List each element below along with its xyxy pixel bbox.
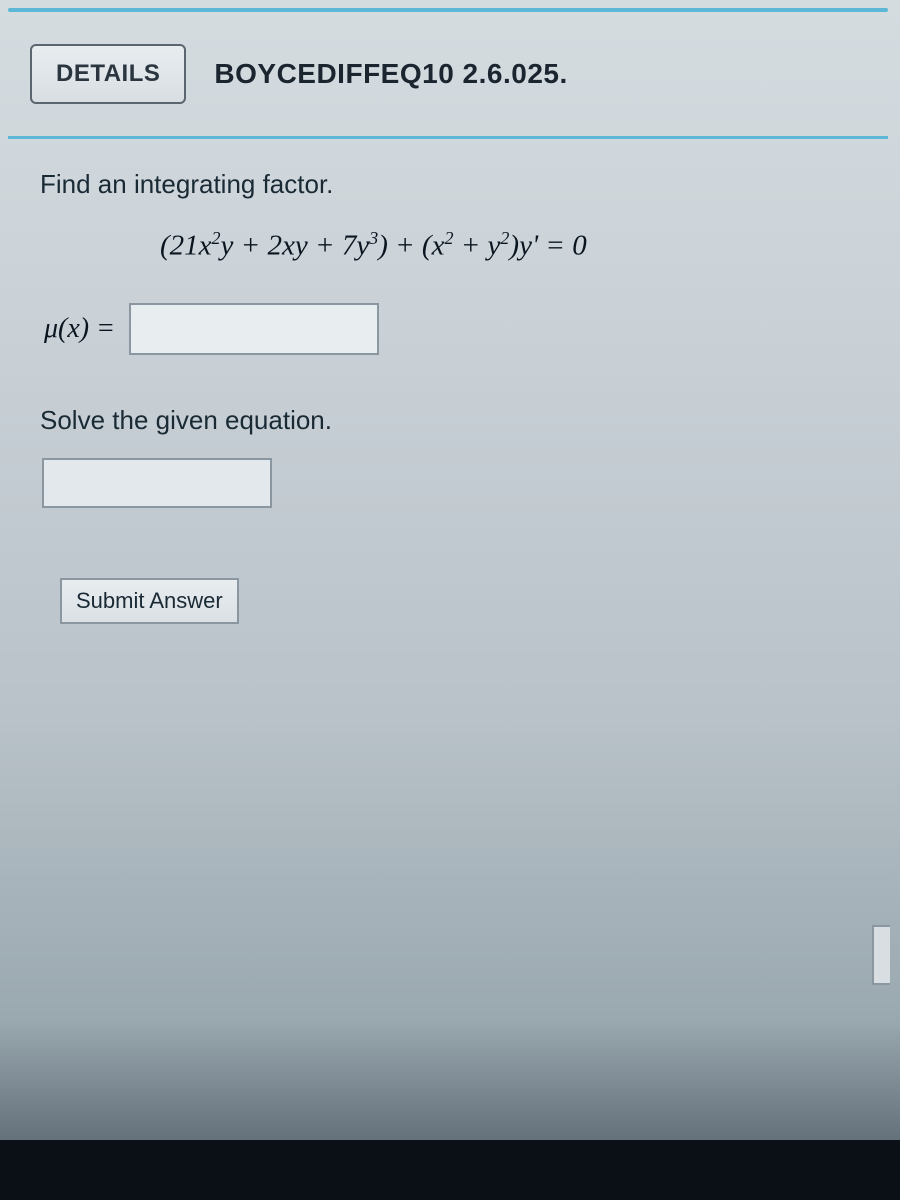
mu-answer-input[interactable] bbox=[129, 303, 379, 355]
screen-bottom-edge bbox=[0, 1140, 900, 1200]
eq-part: ' = 0 bbox=[532, 230, 587, 262]
solution-answer-input[interactable] bbox=[42, 458, 272, 508]
submit-answer-button[interactable]: Submit Answer bbox=[60, 578, 239, 624]
details-button[interactable]: DETAILS bbox=[30, 44, 186, 104]
equation-display: (21x2y + 2xy + 7y3) + (x2 + y2)y' = 0 bbox=[160, 228, 856, 263]
instruction-text-2: Solve the given equation. bbox=[40, 405, 856, 436]
eq-part: + 2 bbox=[233, 230, 282, 262]
mu-input-row: μ(x) = bbox=[44, 303, 856, 355]
eq-part: ) bbox=[509, 230, 519, 262]
partial-element-right bbox=[872, 925, 890, 985]
eq-var: xy bbox=[282, 230, 308, 262]
mu-label: μ(x) = bbox=[44, 313, 115, 345]
problem-reference: BOYCEDIFFEQ10 2.6.025. bbox=[214, 58, 567, 90]
eq-var: x bbox=[432, 230, 445, 262]
eq-var: y bbox=[221, 230, 234, 262]
eq-var: y bbox=[519, 230, 532, 262]
eq-var: x bbox=[199, 230, 212, 262]
eq-sup: 3 bbox=[369, 228, 378, 248]
eq-part: + 7 bbox=[308, 230, 357, 262]
eq-var: y bbox=[356, 230, 369, 262]
problem-content: Find an integrating factor. (21x2y + 2xy… bbox=[8, 139, 888, 654]
problem-panel: DETAILS BOYCEDIFFEQ10 2.6.025. Find an i… bbox=[8, 8, 888, 1100]
eq-part: + bbox=[453, 230, 487, 262]
eq-sup: 2 bbox=[212, 228, 221, 248]
eq-part: ) + ( bbox=[378, 230, 431, 262]
problem-header: DETAILS BOYCEDIFFEQ10 2.6.025. bbox=[8, 12, 888, 136]
eq-part: (21 bbox=[160, 230, 199, 262]
eq-var: y bbox=[488, 230, 501, 262]
instruction-text-1: Find an integrating factor. bbox=[40, 169, 856, 200]
